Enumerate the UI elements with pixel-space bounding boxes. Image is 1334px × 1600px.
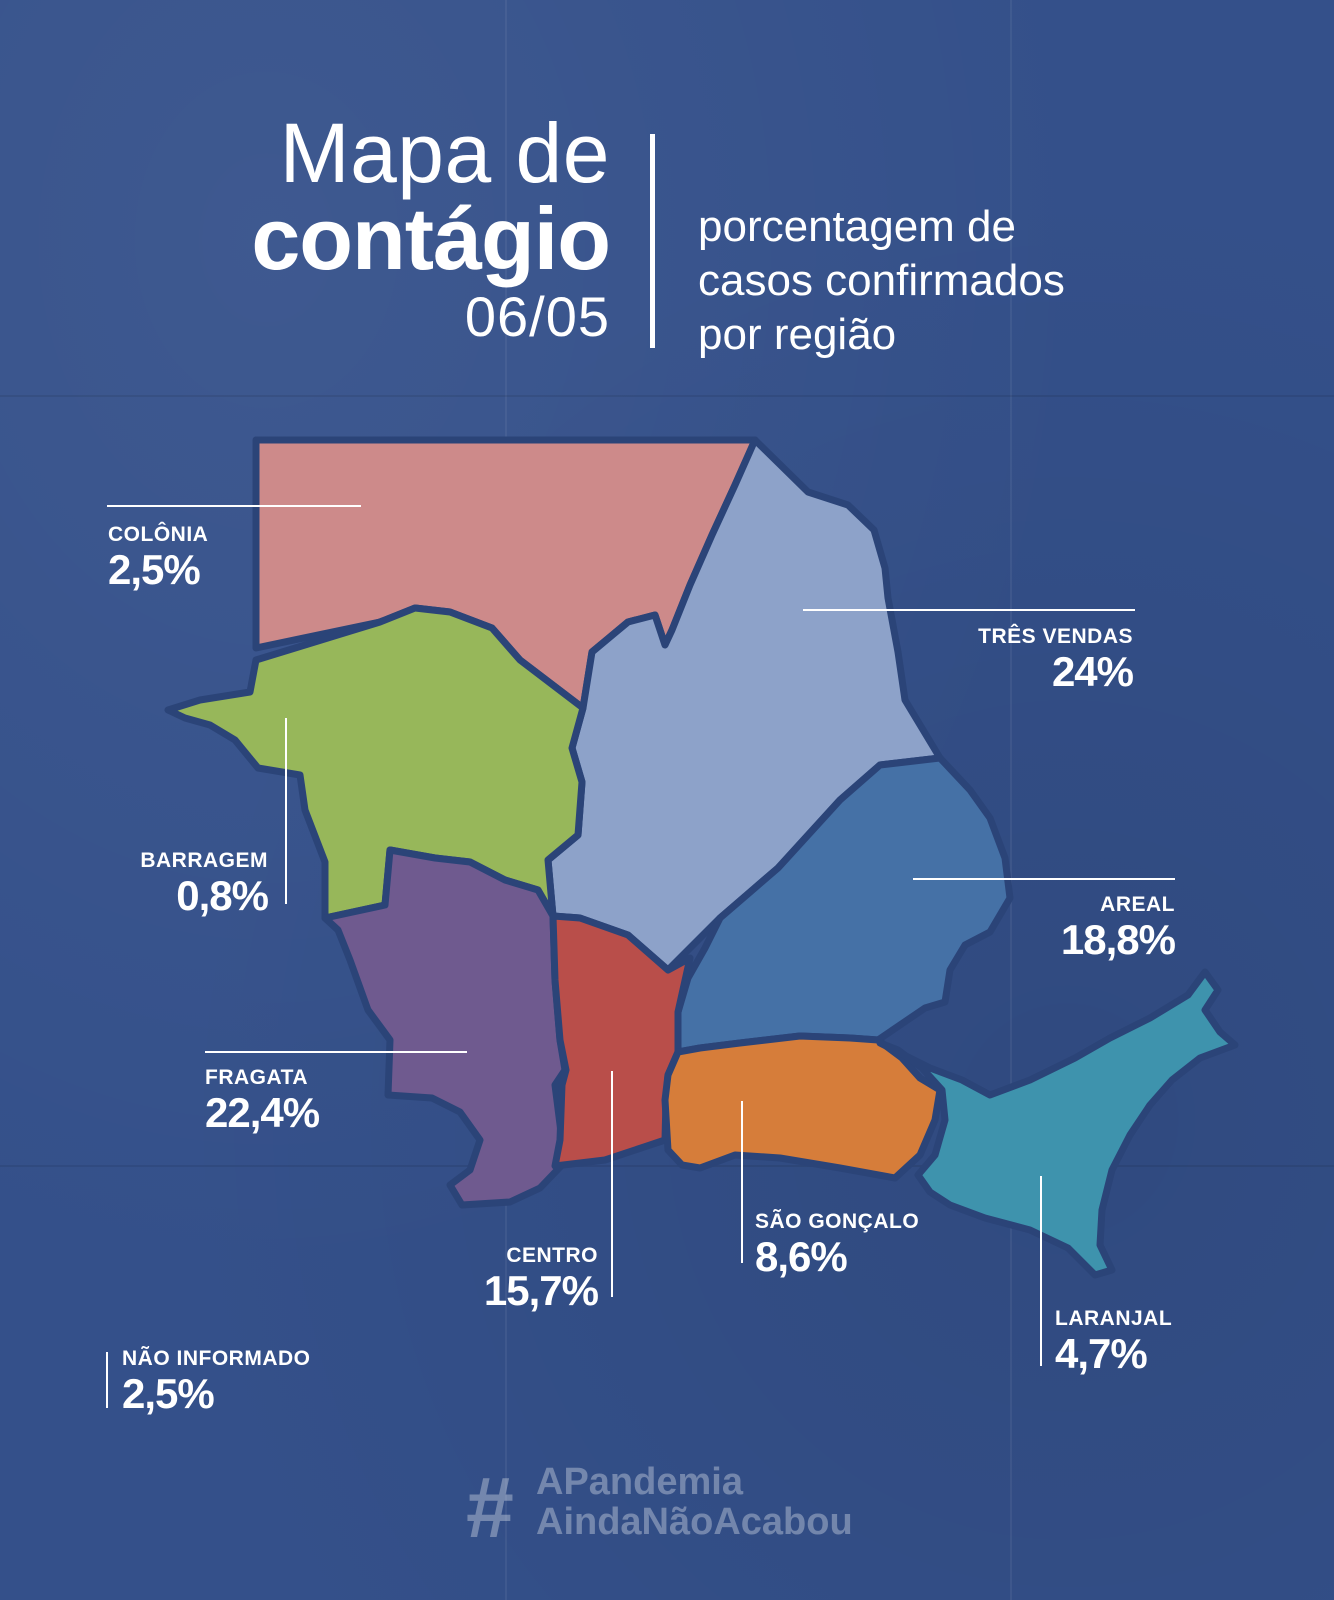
label-nao-informado: NÃO INFORMADO 2,5% [122,1346,311,1416]
label-colonia: COLÔNIA 2,5% [108,522,208,592]
title-line1: Mapa de [279,106,610,200]
region-percent: 2,5% [108,546,201,593]
region-fragata [321,846,569,1209]
region-name: COLÔNIA [108,523,209,546]
region-percent: 15,7% [483,1267,599,1314]
hashtag-line2: AindaNãoAcabou [536,1501,853,1543]
region-name: FRAGATA [205,1066,309,1089]
subtitle-line: casos confirmados [698,256,1065,305]
leader-line-colonia [107,505,361,507]
subtitle: porcentagem de casos confirmados por reg… [698,200,1065,362]
region-name: CENTRO [506,1244,598,1267]
label-sao-goncalo: SÃO GONÇALO 8,6% [755,1209,919,1279]
region-name: SÃO GONÇALO [755,1210,920,1233]
title-block: Mapa de contágio 06/05 [120,106,611,352]
region-percent: 22,4% [205,1089,320,1136]
title-date: 06/05 [464,285,610,348]
leader-line-laranjal [1040,1176,1042,1366]
leader-line-sao-goncalo [741,1101,743,1263]
leader-line-tres-vendas [803,609,1135,611]
region-percent: 2,5% [122,1370,215,1417]
leader-line-nao-informado [106,1352,108,1408]
paper-fold [0,1165,1334,1167]
label-laranjal: LARANJAL 4,7% [1055,1306,1172,1376]
hashtag-text: APandemia AindaNãoAcabou [536,1462,853,1542]
paper-fold [0,395,1334,397]
region-percent: 18,8% [1060,916,1176,963]
label-fragata: FRAGATA 22,4% [205,1065,320,1136]
title-line2: contágio [251,189,611,288]
region-percent: 8,6% [755,1233,848,1280]
leader-line-areal [913,878,1175,880]
subtitle-line: porcentagem de [698,202,1016,251]
leader-line-fragata [205,1051,467,1053]
region-name: LARANJAL [1055,1307,1173,1330]
region-percent: 24% [1051,648,1134,695]
region-percent: 4,7% [1055,1330,1148,1377]
paper-fold [1010,0,1012,1600]
leader-line-barragem [285,718,287,904]
region-name: NÃO INFORMADO [122,1347,311,1370]
region-name: TRÊS VENDAS [978,625,1133,648]
subtitle-line: por região [698,310,897,359]
title-divider [650,134,655,348]
region-percent: 0,8% [176,872,269,919]
label-areal: AREAL 18,8% [1060,892,1176,963]
region-laranjal [876,968,1239,1279]
label-barragem: BARRAGEM 0,8% [140,848,269,919]
label-tres-vendas: TRÊS VENDAS 24% [978,624,1134,695]
region-name: AREAL [1100,893,1175,916]
hashtag-line1: APandemia [536,1461,743,1503]
region-sao-goncalo [661,1032,944,1182]
leader-line-centro [611,1071,613,1297]
hashtag-symbol: # [466,1460,514,1556]
region-name: BARRAGEM [140,849,268,872]
label-centro: CENTRO 15,7% [483,1243,599,1314]
